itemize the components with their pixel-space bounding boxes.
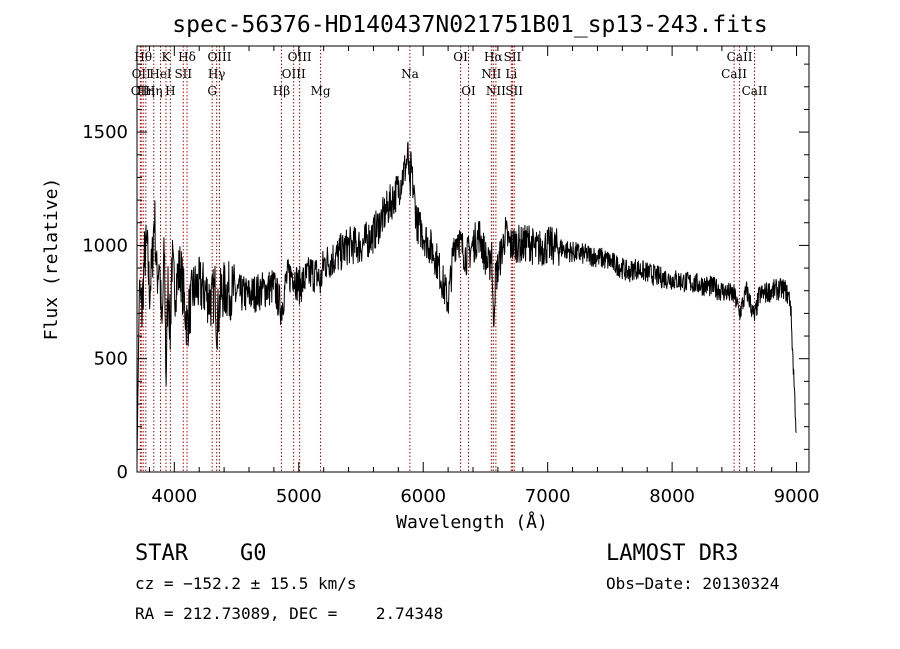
line-marker-label: G <box>207 84 217 98</box>
spectral-subclass: G0 <box>240 541 267 566</box>
spectrum-line <box>136 141 797 463</box>
observation-date: Obs−Date: 20130324 <box>606 574 779 593</box>
line-marker-label: CaII <box>727 50 753 64</box>
line-marker-label: Na <box>401 67 419 81</box>
line-markers <box>139 46 755 472</box>
line-marker-label: Hθ <box>134 50 152 64</box>
x-tick-label: 6000 <box>400 486 446 507</box>
line-marker-label: OII <box>131 84 151 98</box>
line-marker-label: OIII <box>288 50 312 64</box>
line-marker-label: HeI <box>149 67 172 81</box>
y-tick-label: 1000 <box>82 235 128 256</box>
line-marker-label: Hη <box>145 84 163 98</box>
line-marker-label: K <box>162 50 172 64</box>
line-marker-label: OI <box>461 84 476 98</box>
line-marker-label: OIII <box>282 67 306 81</box>
line-marker-label: Hη <box>137 84 155 98</box>
line-marker-label: CaII <box>742 84 768 98</box>
line-marker-label: CaII <box>721 67 747 81</box>
line-marker-label: OII <box>132 67 152 81</box>
x-tick-label: 9000 <box>774 486 820 507</box>
y-tick-label: 500 <box>94 349 128 370</box>
x-tick-label: 5000 <box>276 486 322 507</box>
y-axis-ticks: 0 500 1000 1500 <box>82 63 809 483</box>
line-marker-label: H <box>165 84 175 98</box>
y-axis-label: Flux (relative) <box>41 178 62 341</box>
object-class: STAR <box>135 541 189 566</box>
x-tick-label: 7000 <box>525 486 571 507</box>
chart-title: spec-56376-HD140437N021751B01_sp13-243.f… <box>172 12 767 38</box>
line-marker-label: OI <box>453 50 468 64</box>
plot-frame <box>136 45 810 473</box>
coordinates: RA = 212.73089, DEC = 2.74348 <box>135 604 443 623</box>
x-axis-ticks: 4000 5000 6000 7000 8000 9000 <box>148 46 820 507</box>
x-tick-label: 4000 <box>151 486 197 507</box>
line-marker-label: Hα <box>484 50 503 64</box>
y-tick-label: 1500 <box>82 122 128 143</box>
x-tick-label: 8000 <box>649 486 695 507</box>
y-tick-label: 0 <box>117 462 128 483</box>
line-marker-label: NII <box>481 67 501 81</box>
redshift-info: cz = −152.2 ± 15.5 km/s <box>135 574 357 593</box>
line-marker-label: Hδ <box>178 50 196 64</box>
line-marker-label: Hγ <box>208 67 226 81</box>
line-marker-label: NII <box>486 84 506 98</box>
line-marker-label: SII <box>505 84 523 98</box>
line-marker-label: OIII <box>207 50 231 64</box>
survey-name: LAMOST DR3 <box>606 541 738 566</box>
line-marker-label: SII <box>174 67 192 81</box>
line-marker-label: Mg <box>311 84 331 98</box>
x-axis-label: Wavelength (Å) <box>396 511 548 533</box>
line-marker-label: Li <box>505 67 517 81</box>
line-marker-label: SII <box>504 50 522 64</box>
spectrum-series <box>136 141 797 463</box>
line-marker-label: Hβ <box>273 84 290 98</box>
